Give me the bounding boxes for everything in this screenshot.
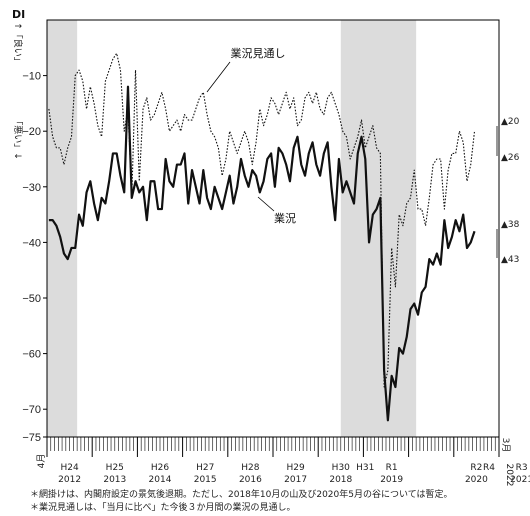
recession-shade-1 bbox=[340, 20, 417, 437]
x-era-label: R3 bbox=[516, 463, 528, 473]
x-end-label: 3月 bbox=[500, 438, 511, 453]
y-direction-down: 「悪い」↓ bbox=[12, 116, 23, 160]
note-recession: ＊網掛けは、内閣府設定の景気後退期。ただし、2018年10月の山及び2020年5… bbox=[30, 490, 453, 500]
plot-frame bbox=[46, 19, 500, 438]
x-era-label: R2 bbox=[470, 463, 482, 473]
x-year-label: 2016 bbox=[239, 475, 262, 485]
x-year-label: 2020 bbox=[465, 475, 488, 485]
series-line-outlook bbox=[48, 52, 476, 388]
y-direction-up: ↑「良い」 bbox=[12, 22, 24, 66]
x-year-label: 2015 bbox=[194, 475, 217, 485]
x-year-label: 2012 bbox=[58, 475, 81, 485]
note-outlook: ＊業況見通しは、「当月に比べ」た今後３か月間の業況の見通し。 bbox=[30, 503, 296, 513]
end-label-1-1: ▲43 bbox=[501, 255, 519, 265]
y-tick-label: −50 bbox=[22, 293, 41, 305]
series-label-conditions: 業況 bbox=[274, 211, 296, 225]
x-year-label: 2013 bbox=[103, 475, 126, 485]
x-year-label: 2019 bbox=[380, 475, 403, 485]
y-tick-label: −30 bbox=[22, 182, 41, 194]
recession-shade-0 bbox=[47, 20, 78, 437]
x-year-label: 2014 bbox=[149, 475, 172, 485]
series-label-conditions-leader bbox=[257, 196, 275, 212]
x-year-label: 2021 bbox=[510, 475, 530, 485]
x-era-label: H27 bbox=[196, 463, 214, 473]
y-axis-title: DI bbox=[12, 8, 25, 21]
end-label-0-0: ▲20 bbox=[501, 117, 520, 127]
end-label-1-0: ▲38 bbox=[501, 220, 520, 230]
x-year-label: 2018 bbox=[329, 475, 352, 485]
x-era-label: H31 bbox=[356, 463, 374, 473]
x-era-label: H30 bbox=[332, 463, 350, 473]
end-label-0-1: ▲26 bbox=[501, 153, 520, 163]
y-tick-label: −10 bbox=[22, 71, 41, 83]
x-era-label: H24 bbox=[60, 463, 78, 473]
y-tick-label: −60 bbox=[22, 349, 41, 361]
y-tick-label: −40 bbox=[22, 237, 41, 249]
x-year-label: 2017 bbox=[284, 475, 307, 485]
x-era-label: H26 bbox=[151, 463, 169, 473]
x-era-label: R4 bbox=[483, 463, 495, 473]
x-era-label: H28 bbox=[241, 463, 259, 473]
x-era-label: H25 bbox=[106, 463, 124, 473]
x-era-label: R1 bbox=[386, 463, 398, 473]
x-era-label: H29 bbox=[286, 463, 304, 473]
series-label-outlook-leader bbox=[206, 61, 231, 93]
x-year-label: 2022 bbox=[504, 464, 514, 487]
y-tick-label: −75 bbox=[22, 432, 41, 444]
y-tick-label: −20 bbox=[22, 126, 41, 138]
x-start-label: 4月 bbox=[36, 454, 47, 469]
series-label-outlook: 業況見通し bbox=[231, 46, 286, 60]
series-line-conditions bbox=[48, 85, 476, 422]
y-tick-label: −70 bbox=[22, 404, 41, 416]
